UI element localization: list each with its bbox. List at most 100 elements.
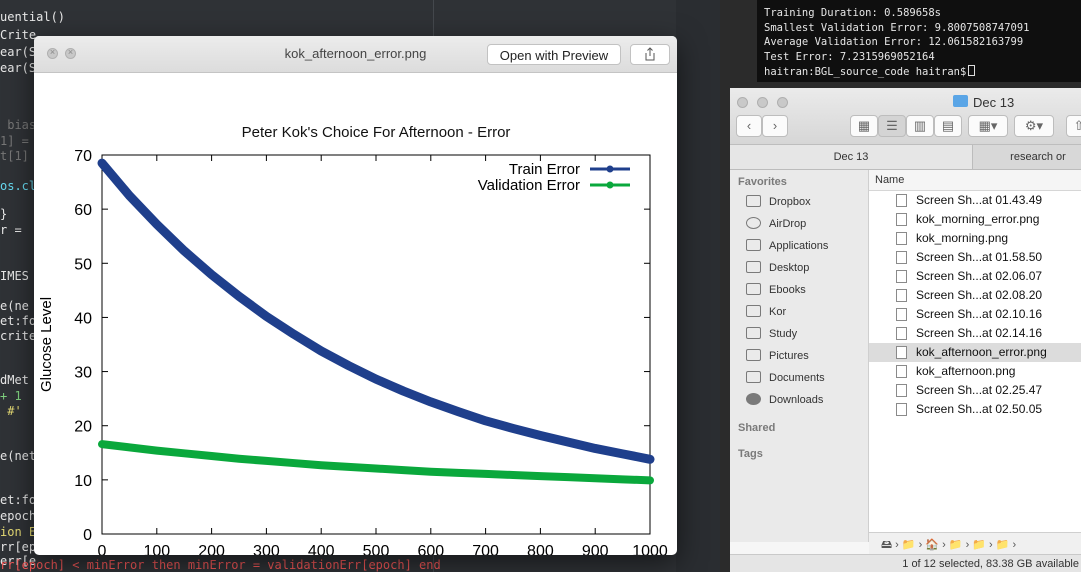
sidebar-item-kor[interactable]: Kor xyxy=(746,302,786,322)
folder-icon xyxy=(746,305,761,317)
file-row[interactable]: kok_afternoon_error.png xyxy=(869,343,1081,362)
sidebar-item-label: Downloads xyxy=(769,394,824,406)
folder-icon xyxy=(953,95,968,107)
code-line: IMES xyxy=(0,269,29,283)
y-tick-label: 10 xyxy=(74,473,92,490)
sidebar-item-study[interactable]: Study xyxy=(746,324,797,344)
terminal-window[interactable]: Training Duration: 0.589658s Smallest Va… xyxy=(757,0,1081,82)
forward-button[interactable]: › xyxy=(762,115,788,137)
sidebar-item-label: Ebooks xyxy=(769,284,806,296)
code-line: } xyxy=(0,207,8,221)
sidebar-item-ebooks[interactable]: Ebooks xyxy=(746,280,806,300)
finder-close-button[interactable] xyxy=(737,97,748,108)
file-icon xyxy=(896,384,907,397)
arrange-button[interactable]: ▦▾ xyxy=(968,115,1008,137)
sidebar-item-documents[interactable]: Documents xyxy=(746,368,825,388)
file-icon xyxy=(896,403,907,416)
file-row[interactable]: Screen Sh...at 02.50.05 xyxy=(869,400,1081,419)
desktop-icon xyxy=(746,261,761,273)
file-icon xyxy=(896,232,907,245)
share-button[interactable] xyxy=(630,44,670,65)
list-view-button[interactable]: ☰ xyxy=(878,115,906,137)
finder-minimize-button[interactable] xyxy=(757,97,768,108)
code-line: 1] = xyxy=(0,134,29,148)
chevron-right-icon: › xyxy=(772,118,778,133)
folder-icon xyxy=(746,195,761,207)
file-icon xyxy=(896,365,907,378)
path-bar-icons: 🖴 › 📁 › 🏠 › 📁 › 📁 › 📁 › xyxy=(881,539,1017,551)
sidebar-item-downloads[interactable]: Downloads xyxy=(746,390,823,410)
code-line: et:fo xyxy=(0,493,37,507)
y-tick-label: 0 xyxy=(83,527,92,544)
tab-dec-13[interactable]: Dec 13 xyxy=(730,145,973,169)
code-line: os.cl xyxy=(0,179,37,193)
file-row[interactable]: Screen Sh...at 02.14.16 xyxy=(869,324,1081,343)
share-button[interactable]: ⇧ xyxy=(1066,115,1081,137)
share-icon: ⇧ xyxy=(1073,118,1081,133)
open-with-preview-button[interactable]: Open with Preview xyxy=(487,44,621,65)
finder-titlebar: Dec 13 ‹ › ▦ ☰ ▥ ▤ ▦▾ ⚙▾ ⇧ xyxy=(730,88,1081,145)
file-row[interactable]: Screen Sh...at 02.08.20 xyxy=(869,286,1081,305)
legend-swatch-marker xyxy=(606,181,614,189)
code-line: uential() xyxy=(0,10,66,24)
file-row[interactable]: Screen Sh...at 01.58.50 xyxy=(869,248,1081,267)
file-icon xyxy=(896,289,907,302)
back-button[interactable]: ‹ xyxy=(736,115,762,137)
finder-zoom-button[interactable] xyxy=(777,97,788,108)
preview-fullscreen-button[interactable]: × xyxy=(65,47,76,59)
x-tick-label: 600 xyxy=(417,543,444,555)
path-bar[interactable]: 🖴 › 📁 › 🏠 › 📁 › 📁 › 📁 › xyxy=(869,532,1081,555)
sidebar-header-shared: Shared xyxy=(738,422,776,434)
file-row[interactable]: Screen Sh...at 02.10.16 xyxy=(869,305,1081,324)
terminal-prompt[interactable]: haitran:BGL_source_code haitran$ xyxy=(764,65,976,78)
file-name: Screen Sh...at 01.43.49 xyxy=(916,193,1043,207)
y-tick-label: 30 xyxy=(74,365,92,382)
file-row[interactable]: Screen Sh...at 01.43.49 xyxy=(869,191,1081,210)
preview-close-button[interactable]: × xyxy=(47,47,58,59)
expand-icon: × xyxy=(67,47,74,57)
column-header-name[interactable]: Name xyxy=(869,170,1081,191)
file-row[interactable]: Screen Sh...at 02.06.07 xyxy=(869,267,1081,286)
sidebar-item-airdrop[interactable]: AirDrop xyxy=(746,214,806,234)
coverflow-view-button[interactable]: ▤ xyxy=(934,115,962,137)
file-icon xyxy=(896,213,907,226)
status-text: 1 of 12 selected, 83.38 GB available xyxy=(902,558,1079,570)
preview-window[interactable]: × × kok_afternoon_error.png Open with Pr… xyxy=(34,36,677,555)
sidebar-item-dropbox[interactable]: Dropbox xyxy=(746,192,811,212)
x-tick-label: 900 xyxy=(582,543,609,555)
file-name: Screen Sh...at 01.58.50 xyxy=(916,250,1043,264)
file-icon xyxy=(896,327,907,340)
sidebar-item-desktop[interactable]: Desktop xyxy=(746,258,809,278)
y-tick-label: 50 xyxy=(74,256,92,273)
file-name: kok_morning.png xyxy=(916,231,1009,245)
code-line: ear(S xyxy=(0,45,37,59)
finder-window[interactable]: Dec 13 ‹ › ▦ ☰ ▥ ▤ ▦▾ ⚙▾ ⇧ Dec 13 resear… xyxy=(730,88,1081,572)
x-tick-label: 800 xyxy=(527,543,554,555)
folder-icon xyxy=(746,327,761,339)
code-line: t[1] xyxy=(0,149,29,163)
tab-research[interactable]: research or xyxy=(1010,151,1066,163)
x-tick-label: 400 xyxy=(308,543,335,555)
file-row[interactable]: kok_morning_error.png xyxy=(869,210,1081,229)
file-row[interactable]: kok_afternoon.png xyxy=(869,362,1081,381)
code-line: + 1 xyxy=(0,389,22,403)
series-line-validation-error xyxy=(98,440,654,485)
column-view-button[interactable]: ▥ xyxy=(906,115,934,137)
file-icon xyxy=(896,194,907,207)
folder-icon xyxy=(746,283,761,295)
camera-icon xyxy=(746,349,761,361)
action-button[interactable]: ⚙▾ xyxy=(1014,115,1054,137)
sidebar-item-applications[interactable]: Applications xyxy=(746,236,828,256)
sidebar-item-label: AirDrop xyxy=(769,218,807,230)
y-axis-label: Glucose Level xyxy=(38,297,55,392)
icon-view-button[interactable]: ▦ xyxy=(850,115,878,137)
terminal-line: Training Duration: 0.589658s xyxy=(764,7,942,19)
editor-right-gutter xyxy=(676,0,720,572)
sidebar-item-pictures[interactable]: Pictures xyxy=(746,346,809,366)
sidebar-item-label: Desktop xyxy=(769,262,810,274)
file-row[interactable]: Screen Sh...at 02.25.47 xyxy=(869,381,1081,400)
file-name: Screen Sh...at 02.50.05 xyxy=(916,402,1043,416)
finder-tabs: Dec 13 research or xyxy=(730,145,1081,170)
file-row[interactable]: kok_morning.png xyxy=(869,229,1081,248)
close-icon: × xyxy=(49,47,56,57)
